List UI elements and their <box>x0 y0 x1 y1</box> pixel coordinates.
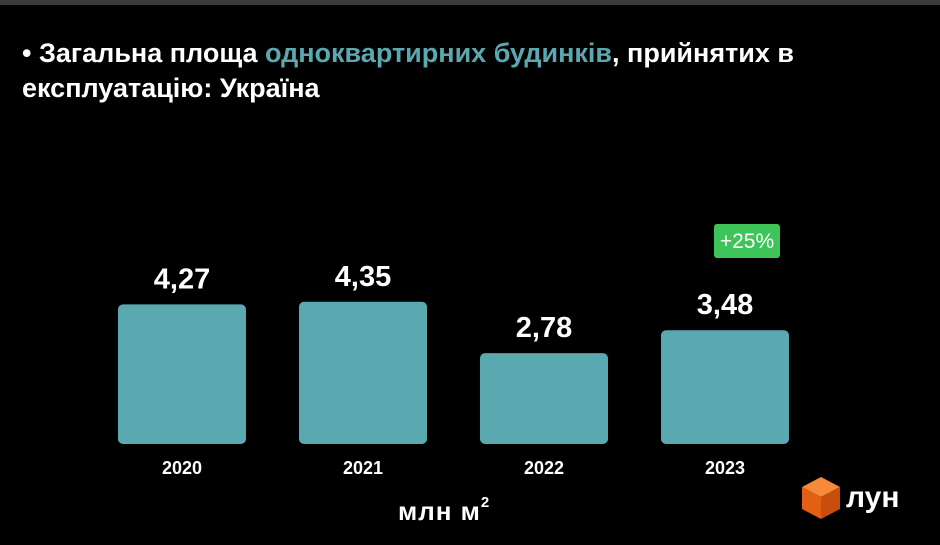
value-label-2021: 4,35 <box>335 261 391 293</box>
bar-2022 <box>480 353 608 444</box>
unit-label: млн м2 <box>398 494 491 527</box>
cube-logo-icon <box>802 477 840 519</box>
value-label-2023: 3,48 <box>697 289 753 321</box>
category-label-2021: 2021 <box>343 458 383 478</box>
bar-2023 <box>661 330 789 444</box>
growth-badge-bg <box>714 224 780 258</box>
unit-text: млн м <box>398 496 481 526</box>
category-label-2022: 2022 <box>524 458 564 478</box>
title-highlight: одноквартирних будинків <box>264 38 613 68</box>
title-part2: , прийнятих в експлуатацію: Україна <box>22 38 795 103</box>
value-label-2020: 4,27 <box>154 263 210 295</box>
title-bullet: • <box>22 38 39 68</box>
title-part1: Загальна площа <box>38 38 265 68</box>
growth-badge: +25% <box>714 224 780 258</box>
lun-logo: лун <box>800 475 910 525</box>
growth-badge-text: +25% <box>720 230 774 253</box>
category-label-2020: 2020 <box>162 458 202 478</box>
bar-2020 <box>118 304 246 444</box>
value-label-2022: 2,78 <box>516 312 572 344</box>
unit-superscript: 2 <box>480 494 491 512</box>
bar-2021 <box>299 301 427 444</box>
category-label-2023: 2023 <box>705 458 745 478</box>
top-frame-bar <box>0 0 940 5</box>
chart-title: • Загальна площа одноквартирних будинків… <box>22 36 922 106</box>
logo-text: лун <box>846 481 900 514</box>
